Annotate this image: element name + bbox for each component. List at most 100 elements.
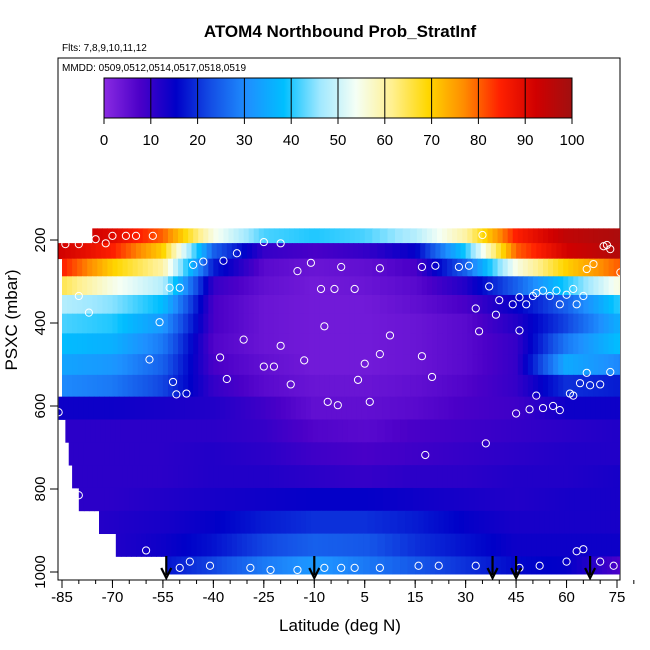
heatmap-cell	[193, 465, 199, 489]
heatmap-cell	[221, 556, 228, 575]
heatmap-cell	[208, 294, 214, 315]
heatmap-cell	[193, 374, 199, 398]
heatmap-cell	[519, 487, 526, 512]
heatmap-cell	[157, 294, 164, 315]
heatmap-cell	[629, 314, 635, 334]
heatmap-cell	[469, 487, 475, 512]
heatmap-cell	[166, 419, 172, 443]
heatmap-cell	[578, 294, 584, 315]
heatmap-cell	[114, 442, 120, 466]
heatmap-cell	[304, 294, 310, 315]
sample-point	[148, 231, 157, 240]
heatmap-cell	[188, 354, 194, 376]
heatmap-cell	[416, 333, 423, 355]
heatmap-cell	[218, 294, 225, 315]
heatmap-cell	[156, 243, 162, 260]
heatmap-cell	[324, 228, 331, 244]
heatmap-cell	[107, 276, 114, 296]
heatmap-cell	[196, 419, 203, 443]
colorbar-tick-label: 80	[470, 132, 487, 149]
heatmap-cell	[99, 442, 105, 466]
heatmap-cell	[506, 243, 512, 260]
heatmap-cell	[193, 228, 199, 244]
heatmap-cell	[447, 354, 453, 376]
sample-point	[266, 565, 275, 575]
heatmap-cell	[588, 294, 595, 315]
heatmap-cell	[581, 243, 588, 260]
heatmap-cell	[593, 258, 600, 277]
heatmap-cell	[564, 396, 571, 420]
heatmap-cell	[319, 465, 325, 489]
heatmap-cell	[201, 419, 208, 443]
heatmap-cell	[364, 313, 373, 334]
heatmap-cell	[372, 228, 381, 244]
heatmap-cell	[469, 510, 475, 535]
heatmap-cell	[382, 442, 391, 466]
heatmap-cell	[566, 419, 573, 443]
heatmap-cell	[457, 354, 463, 376]
heatmap-cell	[610, 442, 616, 466]
heatmap-cell	[553, 374, 559, 398]
heatmap-cell	[122, 333, 129, 355]
sample-point	[189, 260, 198, 269]
heatmap-cell	[92, 333, 98, 355]
heatmap-cell	[566, 243, 573, 260]
heatmap-cell	[199, 442, 206, 466]
heatmap-cell	[189, 442, 196, 466]
heatmap-cell	[110, 243, 117, 260]
heatmap-cell	[412, 396, 420, 420]
heatmap-cell	[588, 465, 595, 489]
heatmap-cell	[369, 533, 378, 557]
heatmap-cell	[324, 374, 331, 398]
heatmap-cell	[549, 396, 556, 420]
heatmap-cell	[198, 465, 204, 489]
heatmap-cell	[435, 556, 442, 575]
heatmap-cell	[203, 333, 209, 355]
heatmap-cell	[529, 442, 536, 466]
heatmap-cell	[387, 333, 396, 355]
heatmap-cell	[519, 442, 526, 466]
heatmap-cell	[524, 510, 531, 535]
sample-point	[375, 350, 384, 359]
heatmap-cell	[247, 556, 253, 575]
heatmap-cell	[268, 313, 275, 334]
heatmap-cell	[240, 442, 246, 466]
heatmap-cell	[354, 228, 361, 244]
heatmap-cell	[548, 465, 554, 489]
heatmap-cell	[450, 556, 457, 575]
heatmap-cell	[62, 313, 68, 334]
heatmap-cell	[442, 294, 448, 315]
heatmap-cell	[176, 419, 183, 443]
heatmap-cell	[561, 533, 568, 557]
heatmap-cell	[553, 333, 559, 355]
heatmap-cell	[137, 374, 144, 398]
heatmap-cell	[392, 556, 401, 575]
heatmap-cell	[482, 354, 489, 376]
heatmap-cell	[563, 228, 569, 244]
heatmap-cell	[563, 313, 569, 334]
sample-point	[562, 557, 571, 566]
heatmap-cell	[392, 419, 401, 443]
heatmap-cell	[593, 294, 600, 315]
x-tick-label: 15	[407, 589, 424, 606]
heatmap-cell	[457, 465, 463, 489]
heatmap-cell	[517, 374, 524, 398]
x-axis: -85 -70 -55 -40 -25 -10 5 15 30 45 60 75	[51, 579, 635, 606]
sample-point	[606, 245, 615, 254]
heatmap-cell	[344, 276, 351, 296]
heatmap-cell	[543, 374, 549, 398]
heatmap-cell	[339, 228, 346, 244]
heatmap-cell	[132, 294, 139, 315]
heatmap-cell	[615, 510, 620, 535]
heatmap-cell	[250, 510, 257, 535]
heatmap-cell	[233, 228, 240, 244]
heatmap-cell	[372, 374, 381, 398]
heatmap-cell	[416, 258, 423, 277]
heatmap-cell	[142, 294, 149, 315]
heatmap-cell	[568, 333, 574, 355]
heatmap-cell	[354, 258, 361, 277]
heatmap-cell	[455, 419, 462, 443]
sample-point	[385, 331, 395, 340]
heatmap-cell	[167, 333, 174, 355]
colorbar-tick-label: 20	[189, 132, 206, 149]
